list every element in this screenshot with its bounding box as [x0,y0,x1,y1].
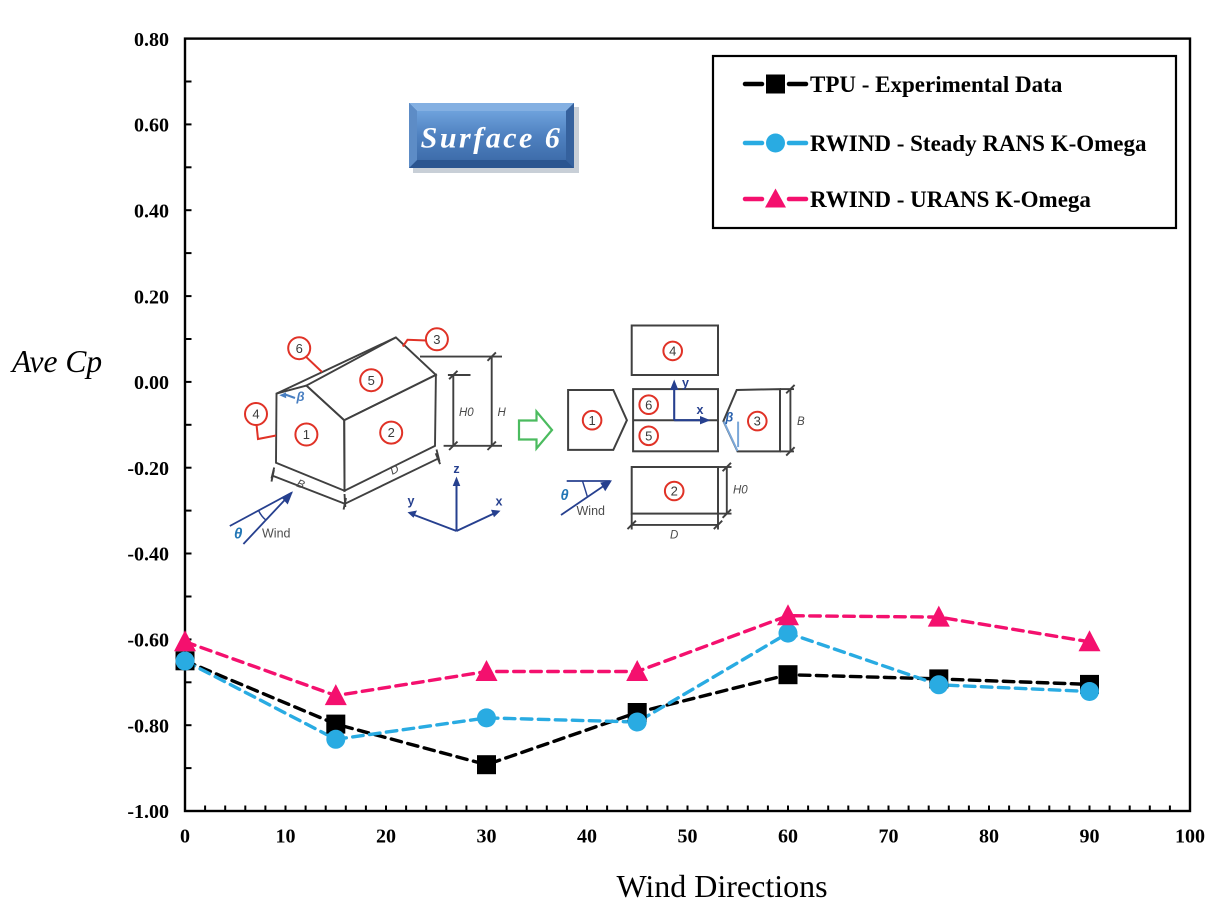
svg-text:90: 90 [1080,826,1100,848]
svg-text:-1.00: -1.00 [127,801,169,823]
svg-text:4: 4 [669,344,676,359]
svg-text:5: 5 [368,373,375,388]
svg-text:6: 6 [645,397,652,412]
svg-text:60: 60 [778,826,798,848]
svg-text:2: 2 [388,425,395,440]
svg-text:4: 4 [252,407,259,422]
svg-text:Ave Cp: Ave Cp [10,344,102,379]
svg-text:Wind: Wind [577,504,606,518]
svg-text:2: 2 [671,484,678,499]
svg-text:-0.20: -0.20 [127,458,169,480]
svg-text:6: 6 [296,341,303,356]
svg-text:50: 50 [678,826,698,848]
svg-text:D: D [670,530,678,542]
svg-text:H0: H0 [459,407,474,419]
svg-text:x: x [496,495,503,509]
svg-text:80: 80 [979,826,999,848]
svg-text:B: B [295,478,307,492]
svg-text:H: H [498,407,507,419]
svg-text:0.20: 0.20 [134,286,169,308]
svg-text:Wind Directions: Wind Directions [616,868,827,904]
svg-text:θ: θ [234,526,243,543]
svg-text:z: z [453,462,459,476]
svg-text:β: β [725,411,734,425]
svg-text:TPU - Experimental Data: TPU - Experimental Data [810,72,1063,97]
svg-text:Surface 6: Surface 6 [421,122,563,155]
svg-text:θ: θ [561,488,569,504]
svg-text:3: 3 [433,332,440,347]
svg-text:1: 1 [303,427,310,442]
svg-text:0.80: 0.80 [134,29,169,51]
svg-text:x: x [697,403,704,417]
svg-text:RWIND - URANS K-Omega: RWIND - URANS K-Omega [810,187,1091,212]
svg-text:y: y [408,494,415,508]
svg-text:0.00: 0.00 [134,372,169,394]
svg-text:40: 40 [577,826,597,848]
svg-text:β: β [296,389,305,404]
svg-text:Wind: Wind [262,527,291,541]
svg-text:10: 10 [276,826,296,848]
svg-text:100: 100 [1175,826,1205,848]
svg-text:B: B [797,416,805,428]
svg-text:0: 0 [180,826,190,848]
svg-text:20: 20 [376,826,396,848]
svg-text:0.40: 0.40 [134,200,169,222]
svg-text:30: 30 [477,826,497,848]
svg-text:-0.40: -0.40 [127,544,169,566]
svg-text:1: 1 [588,413,595,428]
svg-text:RWIND - Steady RANS K-Omega: RWIND - Steady RANS K-Omega [810,131,1147,156]
svg-text:70: 70 [879,826,899,848]
svg-text:y: y [682,376,689,390]
svg-text:-0.80: -0.80 [127,715,169,737]
svg-text:H0: H0 [733,485,748,497]
svg-text:0.60: 0.60 [134,115,169,137]
svg-text:5: 5 [645,428,652,443]
svg-text:-0.60: -0.60 [127,630,169,652]
svg-text:3: 3 [754,414,761,429]
